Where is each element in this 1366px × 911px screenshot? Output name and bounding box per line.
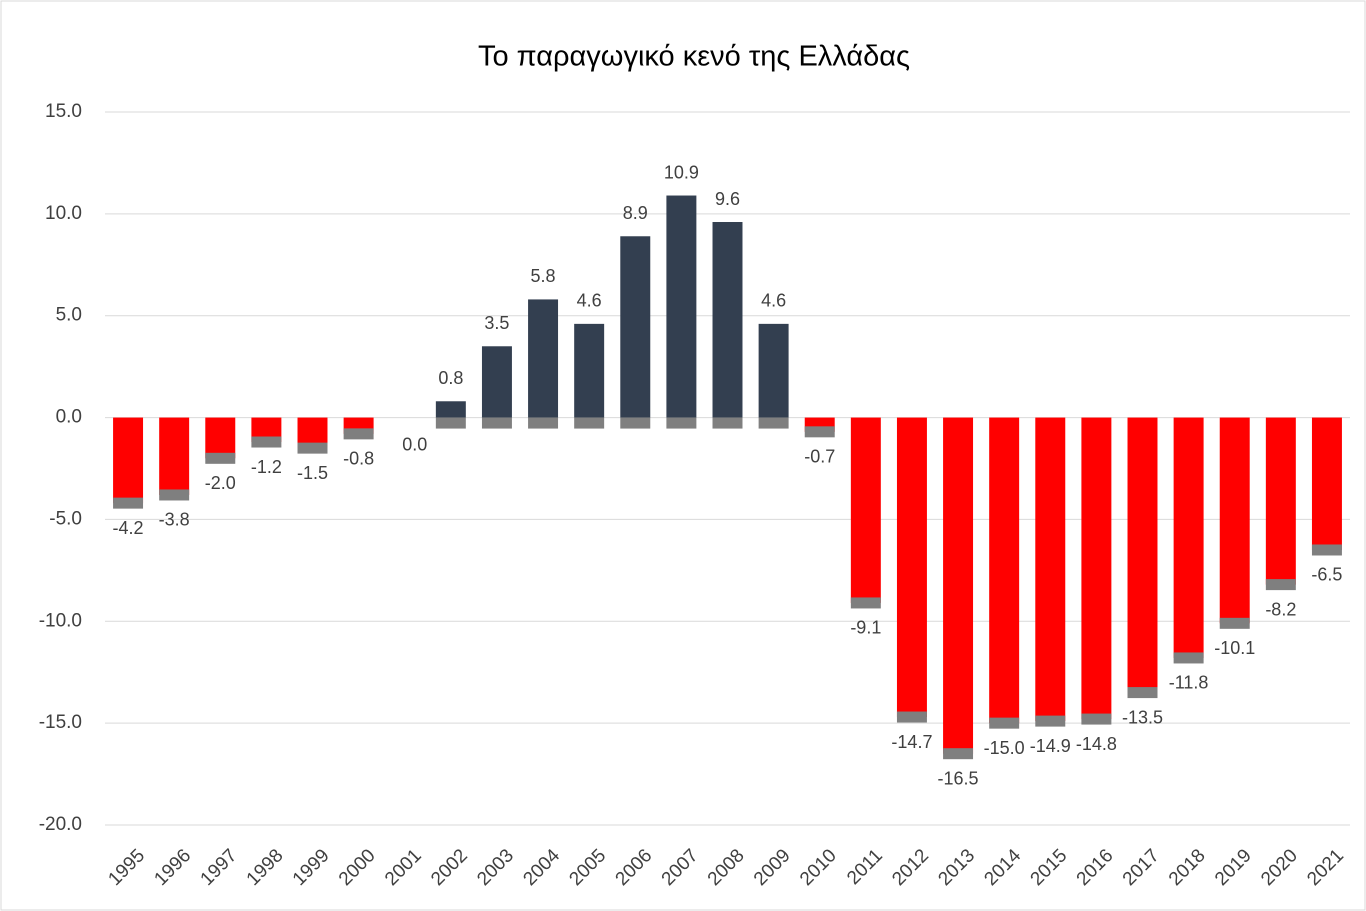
bar-shadow <box>620 417 651 429</box>
bar-shadow <box>758 417 789 429</box>
bar <box>1311 417 1342 550</box>
value-label: 9.6 <box>715 189 740 209</box>
value-label: -1.5 <box>297 463 328 483</box>
value-label: 0.8 <box>438 368 463 388</box>
bar <box>989 417 1020 724</box>
bar-shadow <box>896 711 927 723</box>
bar-shadow <box>850 597 881 609</box>
bar <box>896 417 927 718</box>
bar-shadow <box>481 417 512 429</box>
bar-shadow <box>712 417 743 429</box>
bar-shadow <box>989 717 1020 729</box>
bar-shadow <box>1127 687 1158 699</box>
bar <box>666 195 697 418</box>
bar <box>1219 417 1250 624</box>
value-label: -1.2 <box>251 457 282 477</box>
bar <box>481 346 512 418</box>
bar-shadow <box>343 428 374 440</box>
bar-shadow <box>1173 652 1204 664</box>
bar-shadow <box>159 489 190 501</box>
bar <box>758 323 789 418</box>
bar <box>1127 417 1158 693</box>
value-label: 0.0 <box>402 434 427 454</box>
bar <box>113 417 144 504</box>
bar <box>1035 417 1066 722</box>
value-label: -9.1 <box>850 618 881 638</box>
bar-shadow <box>113 497 144 509</box>
y-tick-label: -20.0 <box>39 814 82 835</box>
value-label: 5.8 <box>531 266 556 286</box>
chart-title: Το παραγωγικό κενό της Ελλάδας <box>478 41 910 73</box>
bar <box>620 236 651 418</box>
value-label: -14.9 <box>1030 736 1071 756</box>
bar-shadow <box>1265 579 1296 591</box>
bar-shadow <box>1219 617 1250 629</box>
value-label: 8.9 <box>623 203 648 223</box>
bar <box>712 222 743 418</box>
bar <box>435 401 466 418</box>
bar <box>943 417 974 754</box>
bar-shadow <box>251 436 282 448</box>
value-label: -16.5 <box>938 768 979 788</box>
value-label: -2.0 <box>205 473 236 493</box>
y-tick-label: -5.0 <box>49 508 82 529</box>
value-label: -14.8 <box>1076 734 1117 754</box>
value-label: 3.5 <box>484 313 509 333</box>
value-label: 4.6 <box>761 291 786 311</box>
value-label: -6.5 <box>1311 565 1342 585</box>
value-label: -15.0 <box>984 738 1025 758</box>
bar <box>528 299 559 418</box>
bar <box>850 417 881 603</box>
value-label: -13.5 <box>1122 707 1163 727</box>
y-tick-label: 10.0 <box>45 203 82 224</box>
value-label: 4.6 <box>577 291 602 311</box>
bar-shadow <box>1081 713 1112 725</box>
y-tick-label: 0.0 <box>56 407 82 428</box>
value-label: -11.8 <box>1169 673 1209 693</box>
bar-shadow <box>574 417 605 429</box>
y-tick-label: 5.0 <box>56 305 82 326</box>
y-tick-label: -10.0 <box>39 610 82 631</box>
bar-shadow <box>435 417 466 429</box>
bar-shadow <box>666 417 697 429</box>
bar <box>1081 417 1112 720</box>
bar <box>205 417 236 459</box>
bar <box>159 417 190 495</box>
bar <box>1265 417 1296 585</box>
value-label: -10.1 <box>1214 638 1255 658</box>
value-label: -4.2 <box>113 518 144 538</box>
value-label: -0.8 <box>343 449 374 469</box>
value-label: -0.7 <box>804 447 835 467</box>
y-tick-label: 15.0 <box>45 101 82 122</box>
bar-shadow <box>804 426 835 438</box>
bar-shadow <box>205 452 236 464</box>
bar <box>574 323 605 418</box>
bar-shadow <box>528 417 559 429</box>
value-label: -8.2 <box>1265 599 1296 619</box>
y-tick-label: -15.0 <box>39 712 82 733</box>
bar-shadow <box>1035 715 1066 727</box>
value-label: -14.7 <box>891 732 932 752</box>
bar-shadow <box>297 442 328 454</box>
value-label: -3.8 <box>159 510 190 530</box>
bar-shadow <box>943 748 974 760</box>
bar-shadow <box>1311 544 1342 556</box>
bar <box>1173 417 1204 658</box>
value-label: 10.9 <box>664 162 699 182</box>
